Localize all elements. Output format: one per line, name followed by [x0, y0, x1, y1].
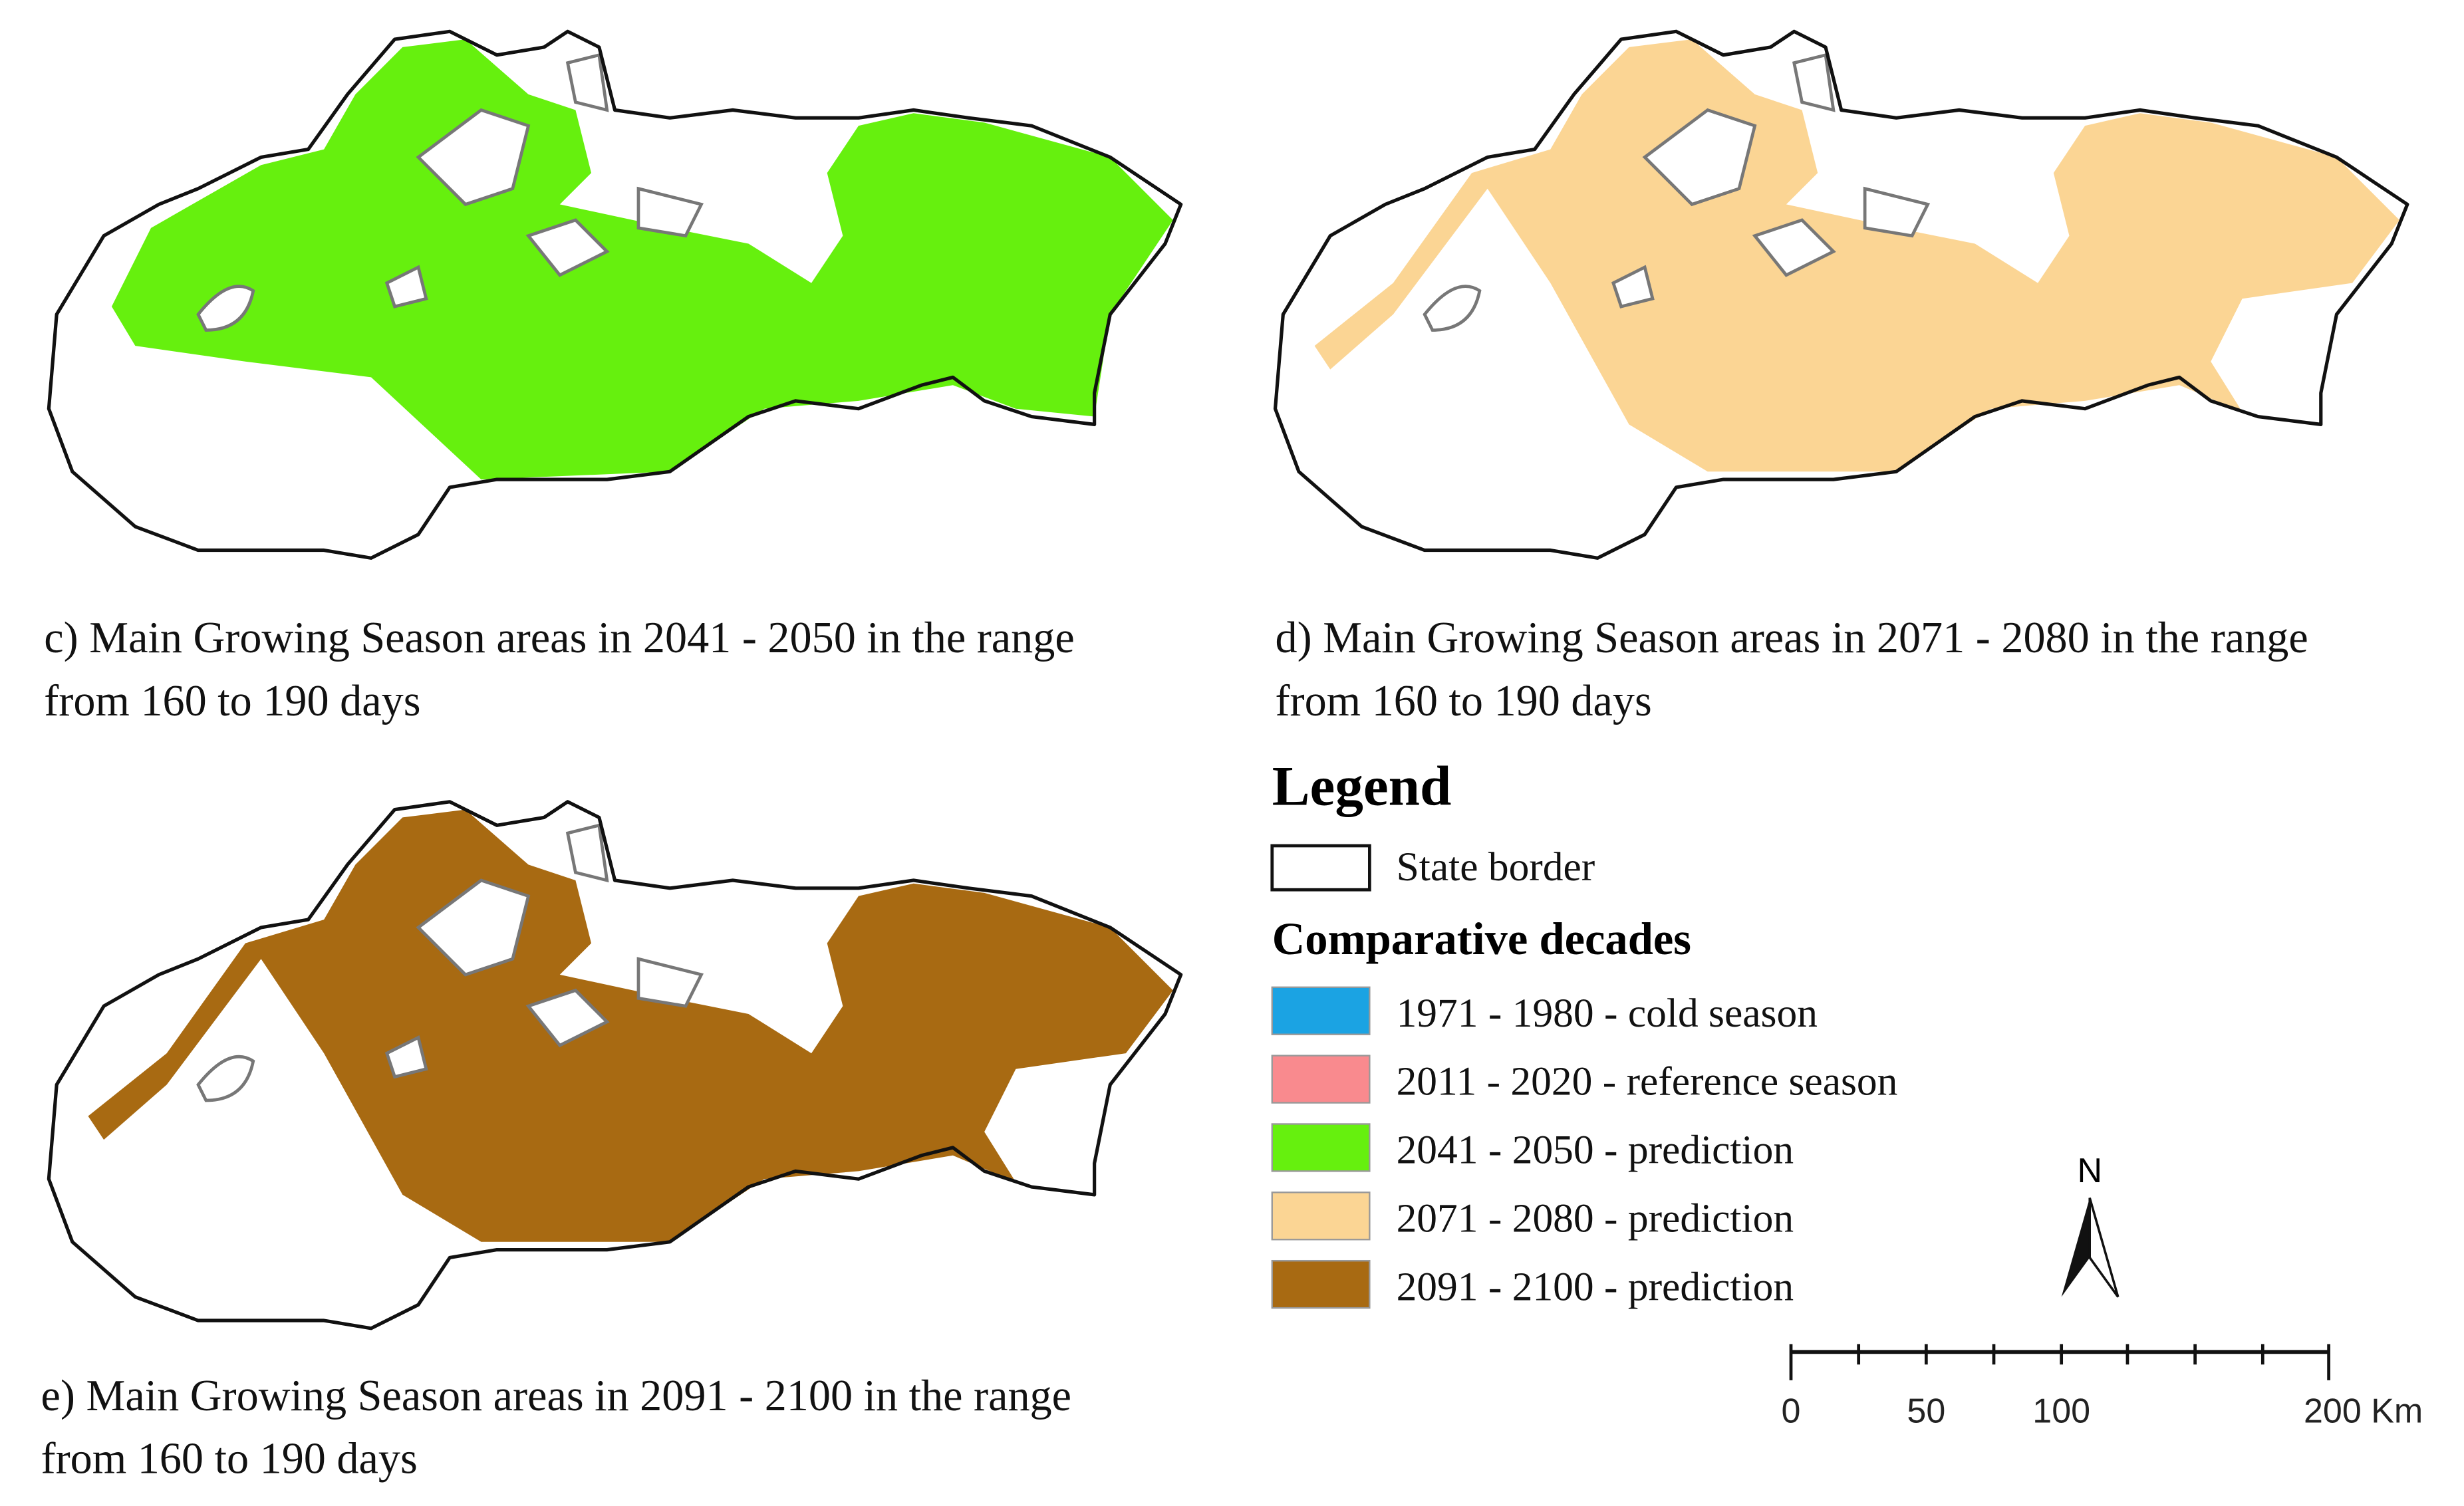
- legend: Legend State border Comparative decades …: [1270, 755, 1898, 1309]
- legend-label: 2011 - 2020 - reference season: [1397, 1059, 1898, 1104]
- scale-label: 0: [1782, 1392, 1801, 1431]
- legend-label: State border: [1397, 844, 1595, 890]
- region-fill: [111, 39, 1173, 480]
- north-label: N: [2077, 1152, 2102, 1190]
- legend-label: 1971 - 1980 - cold season: [1397, 991, 1818, 1036]
- legend-swatch: [1271, 986, 1371, 1035]
- legend-subtitle: Comparative decades: [1272, 914, 1691, 964]
- map-panel-d: [1276, 31, 2407, 558]
- north-arrow: N: [2061, 1152, 2120, 1298]
- scale-label: 50: [1907, 1392, 1945, 1431]
- scale-ticks: [1789, 1344, 2330, 1380]
- scale-label: 200 Km: [2304, 1392, 2423, 1431]
- map-panel-e: [49, 802, 1180, 1328]
- legend-label: 2041 - 2050 - prediction: [1397, 1128, 1794, 1173]
- caption: from 160 to 190 days: [1276, 677, 1652, 725]
- caption: e) Main Growing Season areas in 2091 - 2…: [41, 1372, 1072, 1420]
- legend-swatch: [1271, 1192, 1371, 1241]
- arrow-left: [2061, 1197, 2090, 1297]
- region-fill: [88, 809, 1173, 1242]
- caption: c) Main Growing Season areas in 2041 - 2…: [44, 614, 1074, 662]
- legend-label: 2091 - 2100 - prediction: [1397, 1264, 1794, 1309]
- region-fill: [1314, 39, 2399, 472]
- legend-swatch: [1270, 844, 1371, 892]
- scale-label: 100: [2032, 1392, 2090, 1431]
- arrow-right: [2088, 1197, 2120, 1298]
- caption: d) Main Growing Season areas in 2071 - 2…: [1276, 614, 2308, 662]
- caption: from 160 to 190 days: [44, 677, 420, 725]
- legend-label: 2071 - 2080 - prediction: [1397, 1195, 1794, 1241]
- legend-swatch: [1271, 1259, 1371, 1309]
- map-panel-c: c) Main Growing Season areas in 2041 - 2…: [44, 31, 1180, 725]
- legend-title: Legend: [1272, 755, 1452, 818]
- legend-swatch: [1271, 1055, 1371, 1104]
- legend-swatch: [1271, 1123, 1371, 1172]
- scale-bar: 0 50 100 200 Km: [1782, 1344, 2423, 1431]
- caption: from 160 to 190 days: [41, 1434, 418, 1483]
